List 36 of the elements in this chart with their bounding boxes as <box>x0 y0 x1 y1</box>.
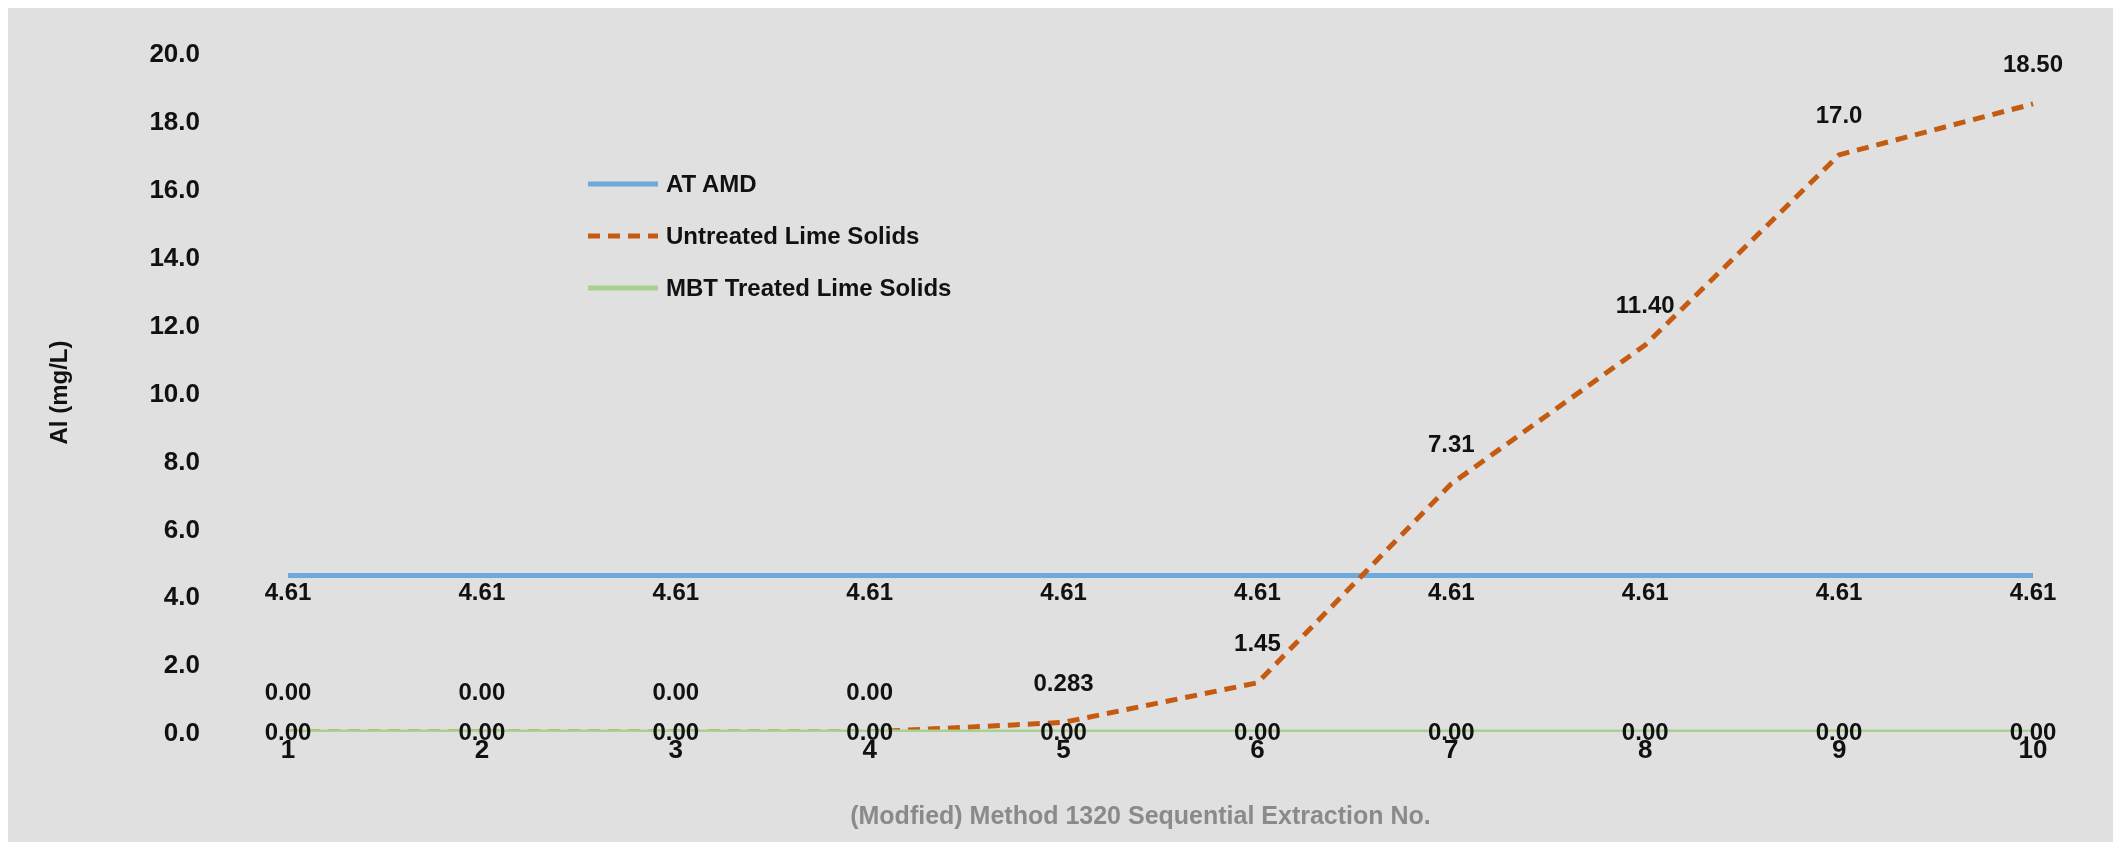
data-label: 0.00 <box>458 678 506 706</box>
data-label: 1.45 <box>1234 629 1281 657</box>
y-tick-label: 6.0 <box>163 513 200 544</box>
y-tick-label: 18.0 <box>149 106 200 137</box>
y-tick-label: 16.0 <box>149 174 200 205</box>
data-label: 0.283 <box>1033 668 1094 696</box>
legend-label: AT AMD <box>666 170 757 198</box>
data-label: 4.61 <box>846 577 894 605</box>
y-tick-label: 2.0 <box>163 649 200 680</box>
data-label: 4.61 <box>1427 577 1475 605</box>
y-tick-label: 8.0 <box>163 445 200 476</box>
x-axis-title: (Modfied) Method 1320 Sequential Extraction No. <box>850 801 1431 829</box>
data-label: 4.61 <box>652 577 700 605</box>
data-label: 4.61 <box>1234 577 1281 605</box>
legend-label: Untreated Lime Solids <box>666 222 920 250</box>
y-tick-label: 4.0 <box>163 581 200 612</box>
data-label: 18.50 <box>2002 50 2064 78</box>
data-label: 0.00 <box>652 678 700 706</box>
data-label: 4.61 <box>1040 577 1087 605</box>
data-label: 4.61 <box>1621 577 1669 605</box>
y-tick-label: 12.0 <box>149 309 200 340</box>
data-label: 0.00 <box>264 678 312 706</box>
data-label: 0.00 <box>846 678 894 706</box>
y-axis-title: Al (mg/L) <box>44 340 72 445</box>
data-label: 4.61 <box>2009 577 2057 605</box>
legend-label: MBT Treated Lime Solids <box>666 274 952 302</box>
data-label: 4.61 <box>264 577 312 605</box>
y-tick-label: 14.0 <box>149 241 200 272</box>
data-label: 7.31 <box>1427 430 1475 458</box>
data-label: 4.61 <box>1815 577 1863 605</box>
y-tick-label: 20.0 <box>149 38 200 69</box>
y-tick-label: 10.0 <box>149 377 200 408</box>
data-label: 11.40 <box>1615 291 1675 319</box>
y-tick-label: 0.0 <box>163 717 200 748</box>
data-label: 4.61 <box>458 577 506 605</box>
data-label: 17.0 <box>1815 101 1863 129</box>
